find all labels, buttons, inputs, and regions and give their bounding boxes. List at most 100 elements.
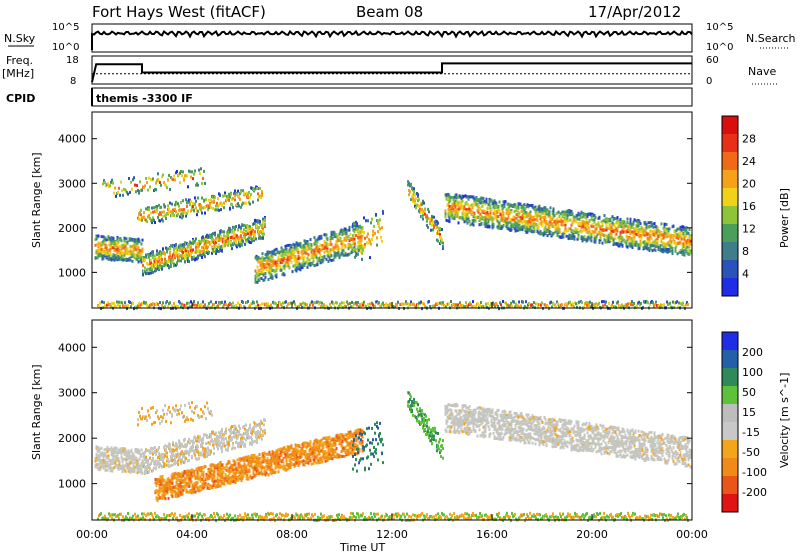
echo-cell xyxy=(164,454,166,458)
echo-cell xyxy=(106,468,109,472)
echo-cell xyxy=(106,303,108,307)
echo-cell xyxy=(379,218,381,222)
echo-cell xyxy=(174,251,176,255)
echo-cell xyxy=(639,243,642,247)
echo-cell xyxy=(137,237,140,241)
echo-cell xyxy=(667,231,670,234)
echo-cell xyxy=(382,211,384,215)
echo-cell xyxy=(246,239,248,243)
echo-cell xyxy=(137,468,140,472)
echo-cell xyxy=(98,305,100,309)
echo-cell xyxy=(280,246,283,250)
echo-cell xyxy=(262,220,264,224)
echo-cell xyxy=(227,234,229,238)
echo-cell xyxy=(283,273,286,277)
echo-cell xyxy=(358,305,360,309)
echo-cell xyxy=(168,173,170,177)
echo-cell xyxy=(578,217,581,221)
echo-cell xyxy=(152,216,154,220)
echo-cell xyxy=(551,217,554,221)
echo-cell xyxy=(530,215,533,219)
echo-cell xyxy=(354,255,356,259)
echo-cell xyxy=(350,245,353,249)
echo-cell xyxy=(570,209,573,213)
echo-cell xyxy=(674,246,677,250)
echo-cell xyxy=(627,225,630,229)
echo-cell xyxy=(201,196,203,200)
echo-cell xyxy=(162,219,164,223)
echo-cell xyxy=(402,302,404,306)
echo-cell xyxy=(329,302,331,306)
echo-cell xyxy=(261,252,264,256)
echo-cell xyxy=(581,229,584,233)
echo-cell xyxy=(626,220,629,224)
echo-cell xyxy=(311,262,314,266)
echo-cell xyxy=(347,234,350,238)
echo-cell xyxy=(123,304,125,308)
echo-cell xyxy=(258,225,260,229)
echo-cell xyxy=(610,232,613,236)
echo-cell xyxy=(577,233,580,237)
echo-cell xyxy=(536,212,539,216)
echo-cell xyxy=(264,272,267,275)
echo-cell xyxy=(469,301,471,305)
echo-cell xyxy=(265,266,268,270)
echo-cell xyxy=(410,300,412,304)
echo-cell xyxy=(107,235,110,239)
echo-cell xyxy=(184,210,186,214)
echo-cell xyxy=(277,304,279,307)
echo-cell xyxy=(254,280,257,284)
echo-cell xyxy=(161,264,163,268)
echo-cell xyxy=(598,224,601,228)
echo-cell xyxy=(107,238,110,241)
echo-cell xyxy=(110,305,112,309)
echo-cell xyxy=(528,212,531,216)
colorbar-swatch xyxy=(722,152,738,171)
echo-cell xyxy=(544,209,547,213)
echo-cell xyxy=(220,208,222,212)
echo-cell xyxy=(143,211,145,214)
echo-cell xyxy=(186,301,188,305)
echo-cell xyxy=(270,273,273,277)
echo-cell xyxy=(213,303,215,306)
echo-cell xyxy=(255,304,257,308)
echo-cell xyxy=(444,209,447,213)
echo-cell xyxy=(315,253,318,257)
echo-cell xyxy=(265,259,268,263)
echo-cell xyxy=(557,302,559,306)
echo-cell xyxy=(662,226,665,230)
echo-cell xyxy=(528,217,531,221)
echo-cell xyxy=(144,450,146,454)
echo-cell xyxy=(615,232,618,236)
echo-cell xyxy=(370,242,372,246)
echo-cell xyxy=(448,219,451,223)
echo-cell xyxy=(129,466,132,470)
echo-cell xyxy=(166,300,168,303)
echo-cell xyxy=(186,257,188,261)
echo-cell xyxy=(196,213,198,217)
echo-cell xyxy=(648,236,651,240)
echo-cell xyxy=(116,251,119,255)
echo-cell xyxy=(460,202,463,206)
echo-cell xyxy=(660,237,663,241)
echo-cell xyxy=(260,277,263,280)
echo-cell xyxy=(371,301,373,305)
echo-cell xyxy=(323,240,326,243)
echo-cell xyxy=(174,178,176,182)
echo-cell xyxy=(191,256,193,259)
echo-cell xyxy=(128,450,131,454)
echo-cell xyxy=(387,303,389,307)
echo-cell xyxy=(552,207,555,211)
echo-cell xyxy=(242,189,244,193)
echo-cell xyxy=(533,301,535,304)
echo-cell xyxy=(558,228,561,232)
echo-cell xyxy=(127,304,129,308)
echo-cell xyxy=(124,301,126,305)
echo-cell xyxy=(152,270,154,274)
echo-cell xyxy=(125,304,127,308)
echo-cell xyxy=(502,223,505,227)
echo-cell xyxy=(607,226,610,230)
echo-cell xyxy=(185,198,187,202)
echo-cell xyxy=(524,219,527,223)
